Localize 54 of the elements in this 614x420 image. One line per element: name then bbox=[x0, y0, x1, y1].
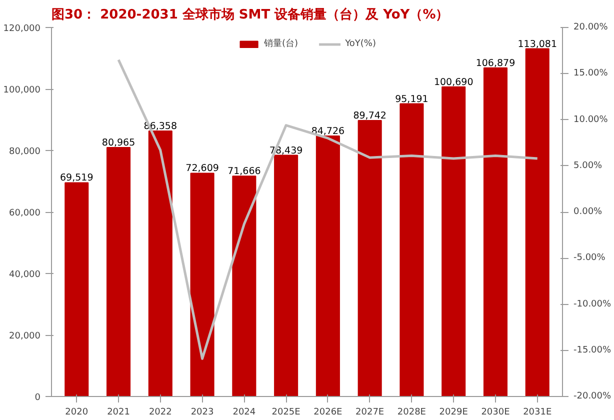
x-tick-label: 2028E bbox=[397, 408, 426, 418]
data-label: 78,439 bbox=[269, 145, 303, 156]
chart-title: 图30： 2020-2031 全球市场 SMT 设备销量（台）及 YoY（%） bbox=[52, 6, 449, 22]
data-label: 89,742 bbox=[353, 110, 386, 122]
y2-tick-label: 0.00% bbox=[574, 207, 603, 217]
data-label: 84,726 bbox=[311, 126, 345, 137]
x-tick-label: 2023 bbox=[190, 408, 214, 418]
bar bbox=[316, 135, 340, 396]
bar bbox=[232, 176, 256, 396]
data-label: 106,879 bbox=[476, 58, 516, 69]
bar bbox=[274, 154, 298, 396]
bar bbox=[483, 67, 508, 396]
data-label: 100,690 bbox=[434, 76, 474, 88]
bar bbox=[64, 182, 89, 396]
x-tick-label: 2024 bbox=[232, 408, 256, 418]
y-tick-label: 120,000 bbox=[3, 24, 41, 34]
y-tick-label: 20,000 bbox=[9, 332, 41, 342]
y2-tick-label: -10.00% bbox=[574, 299, 612, 310]
bar bbox=[525, 48, 550, 396]
x-tick-label: 2026E bbox=[314, 408, 343, 418]
x-tick-label: 2020 bbox=[65, 408, 88, 418]
x-tick-label: 2025E bbox=[272, 408, 301, 418]
bar bbox=[148, 130, 172, 396]
y-tick-label: 60,000 bbox=[9, 208, 41, 218]
y2-tick-label: 15.00% bbox=[574, 68, 608, 79]
bar bbox=[442, 86, 466, 396]
x-tick-label: 2021 bbox=[107, 408, 130, 418]
y2-tick-label: -15.00% bbox=[574, 345, 612, 356]
y-tick-label: 80,000 bbox=[9, 147, 41, 157]
x-tick-label: 2029E bbox=[439, 408, 468, 418]
x-tick-label: 2027E bbox=[356, 408, 384, 418]
bar bbox=[358, 120, 382, 396]
y2-tick-label: 10.00% bbox=[574, 114, 608, 125]
y-tick-label: 100,000 bbox=[3, 86, 41, 96]
y-tick-label: 0 bbox=[34, 393, 41, 403]
y2-tick-label: 20.00% bbox=[574, 22, 608, 32]
data-label: 69,519 bbox=[60, 172, 94, 184]
y2-tick-label: -20.00% bbox=[574, 392, 612, 402]
x-tick-label: 2030E bbox=[481, 408, 510, 418]
data-label: 113,081 bbox=[518, 38, 558, 50]
y2-tick-label: -5.00% bbox=[574, 253, 606, 264]
data-label: 72,609 bbox=[186, 163, 219, 174]
bar bbox=[190, 172, 214, 396]
y-tick-label: 40,000 bbox=[9, 270, 41, 280]
data-label: 71,666 bbox=[228, 166, 261, 178]
y2-tick-label: 5.00% bbox=[574, 160, 603, 171]
legend-label: YoY(%) bbox=[345, 38, 376, 48]
x-tick-label: 2031E bbox=[523, 408, 552, 418]
bar bbox=[400, 103, 424, 396]
bar bbox=[106, 147, 131, 396]
data-label: 95,191 bbox=[395, 94, 428, 105]
data-label: 80,965 bbox=[102, 138, 136, 149]
x-tick-label: 2022 bbox=[148, 408, 172, 418]
legend-label: 销量(台) bbox=[264, 38, 298, 50]
